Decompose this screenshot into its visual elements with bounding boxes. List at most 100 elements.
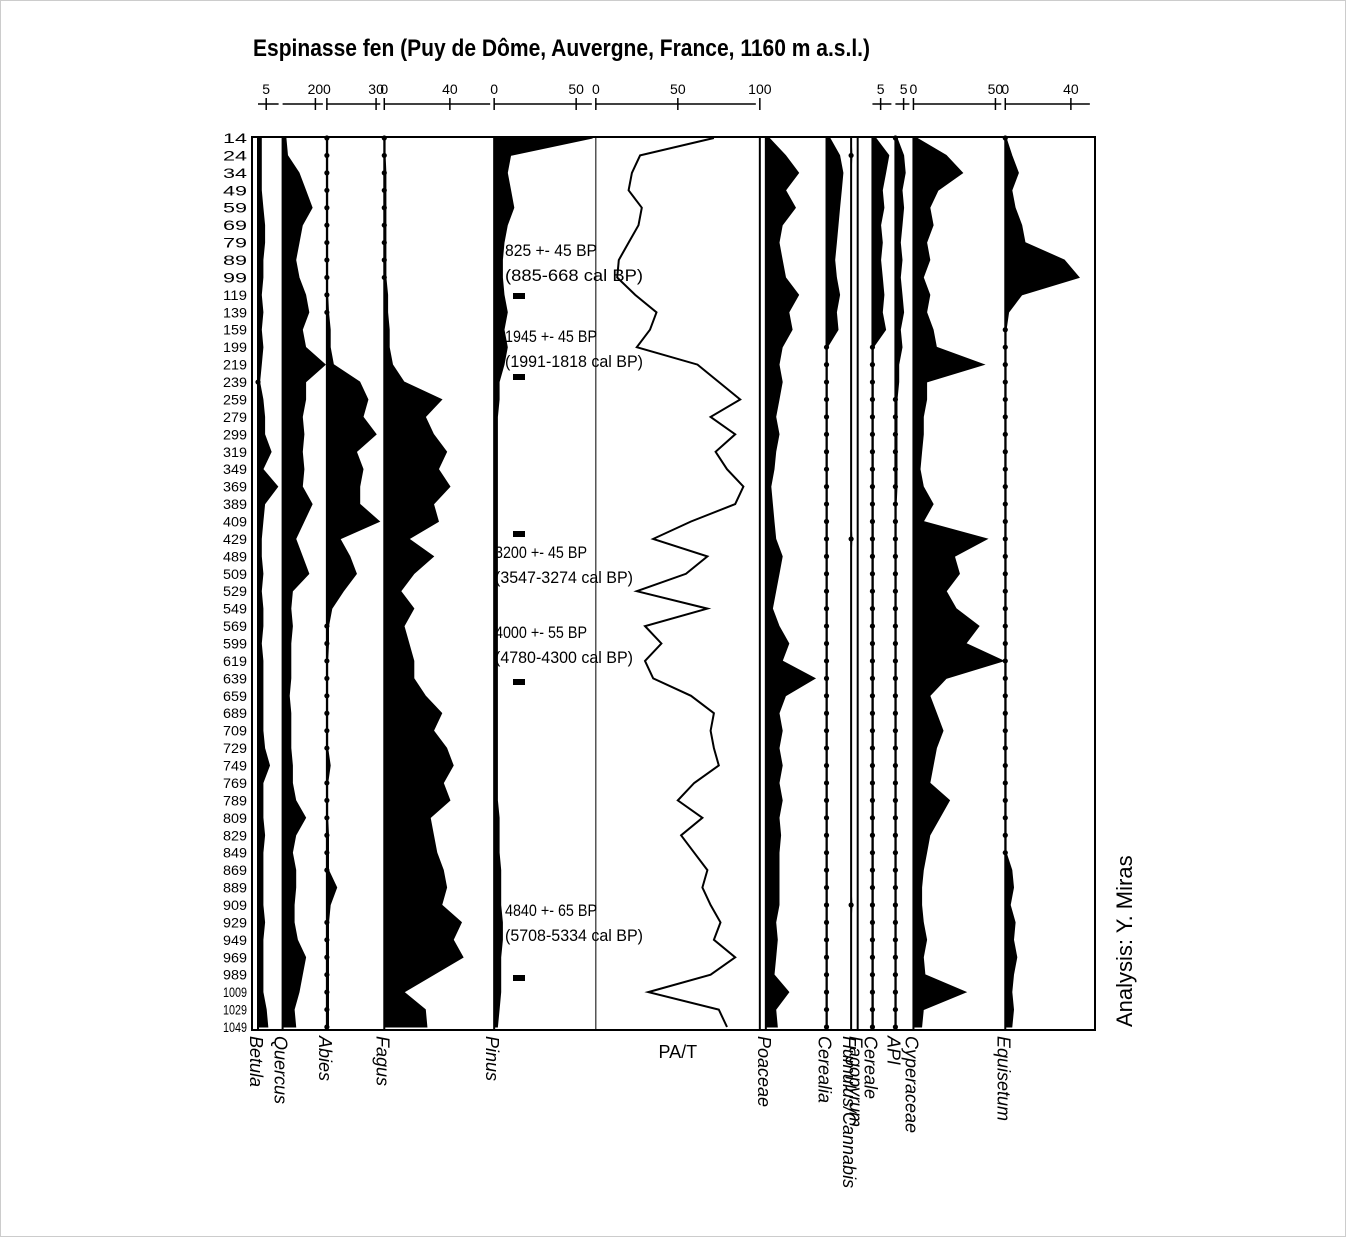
trace-dot <box>1002 658 1008 664</box>
scale-label: 100 <box>748 81 772 97</box>
trace-dot <box>1002 745 1008 751</box>
trace-dot <box>869 919 876 926</box>
trace-dot <box>869 937 876 943</box>
trace-dot <box>823 972 830 978</box>
trace-dot <box>823 571 830 577</box>
trace-dot <box>869 867 876 873</box>
depth-label: 429 <box>223 531 247 547</box>
taxon-label: Equisetum <box>993 1036 1013 1121</box>
trace-dot <box>1002 362 1008 368</box>
trace-dot <box>823 606 830 612</box>
trace-dot <box>324 205 330 211</box>
depth-label: 99 <box>223 269 247 285</box>
trace-dot <box>823 640 830 647</box>
trace-dot <box>823 867 830 873</box>
scale-label: 40 <box>1063 81 1079 97</box>
trace-dot <box>892 431 899 437</box>
depth-label: 199 <box>223 339 247 355</box>
depth-label: 769 <box>223 775 247 791</box>
trace-dot <box>324 850 330 856</box>
depth-label: 79 <box>223 235 247 251</box>
trace-dot <box>1002 571 1008 577</box>
trace-dot <box>869 571 876 577</box>
trace-dot <box>869 414 876 420</box>
trace-dot <box>324 292 330 298</box>
trace-dot <box>324 658 330 664</box>
date-marker <box>513 975 525 981</box>
trace-dot <box>1002 327 1008 333</box>
silhouette <box>912 137 1006 1028</box>
trace-dot <box>892 902 899 908</box>
trace-dot <box>823 850 830 856</box>
depth-label: 1009 <box>223 984 247 1000</box>
scale-label: 50 <box>670 81 686 97</box>
trace-dot <box>324 222 330 228</box>
trace-dot <box>892 710 899 716</box>
trace-dot <box>255 379 261 385</box>
depth-label: 849 <box>223 845 247 861</box>
depth-label: 119 <box>223 287 247 303</box>
depth-label: 909 <box>223 897 247 913</box>
date-label: 4840 +- 65 BP <box>505 901 597 920</box>
depth-label: 299 <box>223 426 247 442</box>
depth-label: 279 <box>223 409 247 425</box>
scale-label: 5 <box>262 81 270 97</box>
trace-dot <box>892 728 899 734</box>
date-label: (5708-5334 cal BP) <box>505 926 643 945</box>
trace-dot <box>324 152 330 159</box>
trace-dot <box>324 832 330 838</box>
trace-dot <box>1002 518 1008 525</box>
depth-label: 24 <box>223 147 247 163</box>
date-label: 3200 +- 45 BP <box>495 543 587 562</box>
trace-dot <box>1002 832 1008 838</box>
trace-dot <box>892 919 899 926</box>
taxon-label: Quercus <box>271 1036 291 1104</box>
trace-dot <box>1002 536 1008 542</box>
trace-dot <box>869 972 876 978</box>
trace-dot <box>892 414 899 420</box>
trace-dot <box>869 693 876 699</box>
trace-dot <box>892 553 899 559</box>
depth-label: 569 <box>223 618 247 634</box>
trace-dot <box>1002 815 1008 821</box>
trace-dot <box>823 937 830 943</box>
depth-label: 809 <box>223 810 247 826</box>
trace-dot <box>869 466 876 472</box>
trace-dot <box>892 466 899 472</box>
depth-label: 259 <box>223 391 247 407</box>
frame <box>251 136 1096 1031</box>
trace-dot <box>324 187 330 193</box>
trace-dot <box>892 937 899 943</box>
taxon-label: Cerealia <box>815 1036 835 1103</box>
trace-dot <box>324 797 330 803</box>
trace-dot <box>1002 850 1008 856</box>
depth-label: 829 <box>223 827 247 843</box>
depth-label: 949 <box>223 932 247 948</box>
trace-dot <box>892 484 899 490</box>
taxon-label: API <box>883 1035 903 1065</box>
trace-dot <box>823 815 830 821</box>
trace-dot <box>869 431 876 437</box>
depth-label: 159 <box>223 322 247 338</box>
taxon-label: Cyperaceae <box>901 1036 921 1133</box>
scale-label: 50 <box>568 81 584 97</box>
trace-dot <box>823 675 830 681</box>
scale-label: 0 <box>323 81 331 97</box>
trace-dot <box>823 449 830 455</box>
trace-dot <box>823 728 830 734</box>
trace-dot <box>823 396 830 403</box>
depth-label: 319 <box>223 444 247 460</box>
depth-label: 409 <box>223 513 247 529</box>
trace-dot <box>1002 623 1008 629</box>
trace-dot <box>892 518 899 525</box>
depth-label: 749 <box>223 758 247 774</box>
trace-dot <box>1002 780 1008 786</box>
depth-label: 369 <box>223 479 247 495</box>
trace-dot <box>1002 344 1008 350</box>
trace-dot <box>324 693 330 699</box>
trace-dot <box>823 466 830 472</box>
trace-dot <box>1002 396 1008 403</box>
trace-dot <box>381 222 387 228</box>
trace-dot <box>823 780 830 786</box>
